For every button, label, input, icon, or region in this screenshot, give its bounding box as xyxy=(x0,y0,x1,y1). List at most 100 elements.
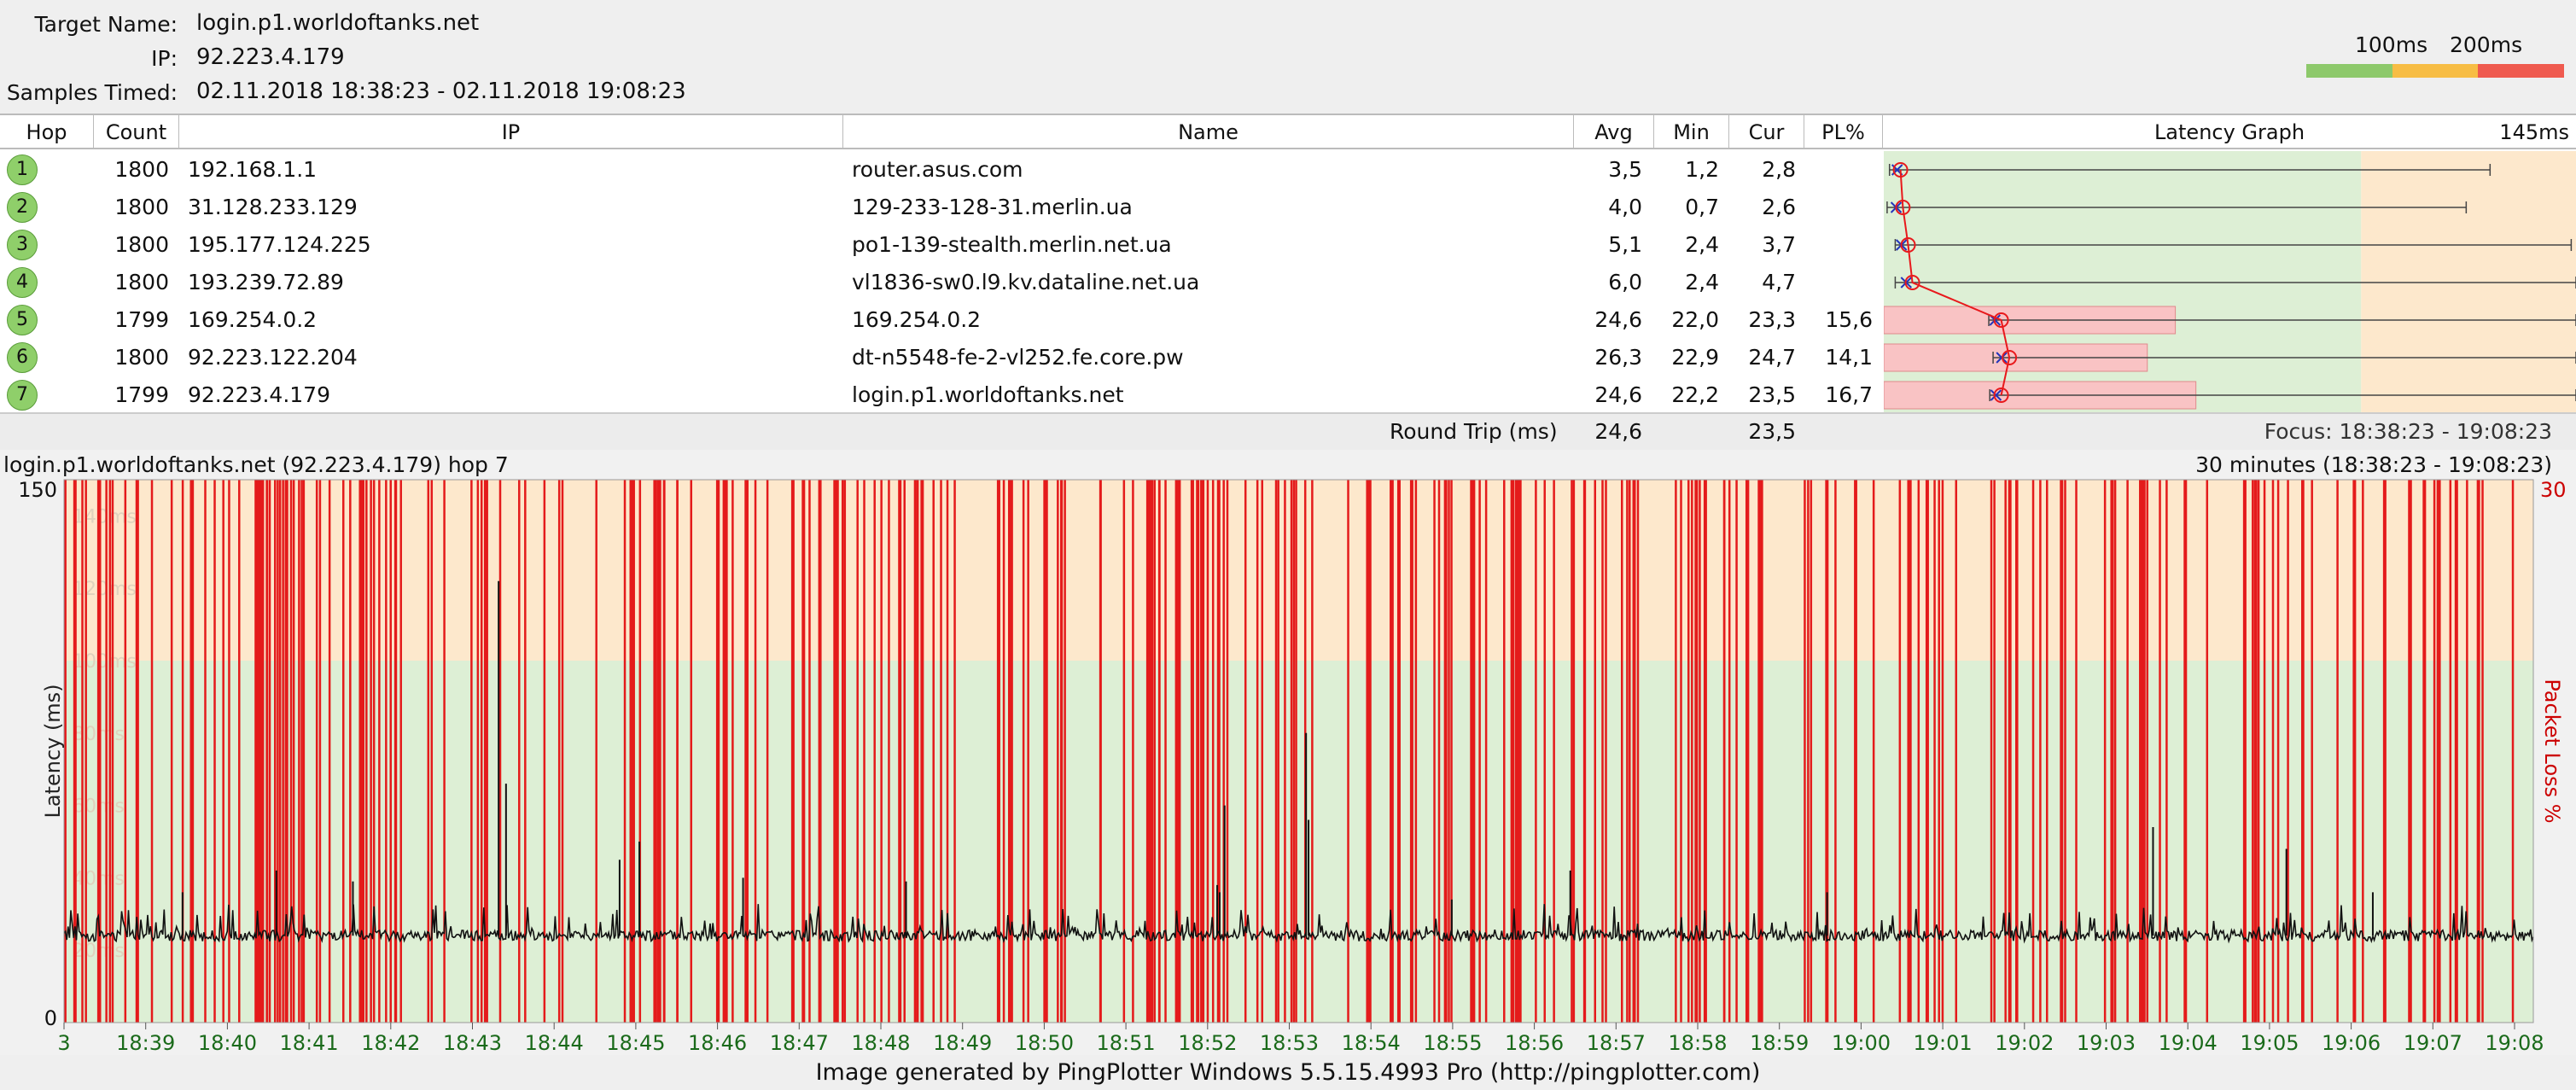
packet-loss-line xyxy=(744,480,747,1023)
hop-number: 6 xyxy=(7,342,38,373)
packet-loss-line xyxy=(1834,480,1837,1023)
col-pl[interactable]: PL% xyxy=(1804,115,1883,149)
table-row[interactable]: 7 1799 92.223.4.179 login.p1.worldoftanks.n… xyxy=(0,376,2576,414)
chart-time-range: 30 minutes (18:38:23 - 19:08:23) xyxy=(2195,452,2552,477)
legend-100ms: 100ms xyxy=(2355,32,2428,57)
packet-loss-line xyxy=(595,480,597,1023)
x-tick-label: 19:00 xyxy=(1832,1031,1891,1055)
packet-loss-line xyxy=(191,480,195,1023)
packet-loss-line xyxy=(2045,480,2049,1023)
hop-avg: 24,6 xyxy=(1594,307,1642,332)
x-tick-label: 18:47 xyxy=(770,1031,829,1055)
packet-loss-line xyxy=(1804,480,1806,1023)
table-row[interactable]: 3 1800 195.177.124.225 po1-139-stealth.merl… xyxy=(0,226,2576,264)
packet-loss-line xyxy=(1244,480,1247,1023)
col-min[interactable]: Min xyxy=(1654,115,1729,149)
packet-loss-line xyxy=(1605,480,1607,1023)
x-tick-label: 18:39 xyxy=(116,1031,175,1055)
packet-loss-line xyxy=(278,480,282,1023)
packet-loss-line xyxy=(2362,480,2364,1023)
packet-loss-line xyxy=(1157,480,1161,1023)
packet-loss-line xyxy=(2139,480,2143,1023)
packet-loss-line xyxy=(657,480,661,1023)
col-cur[interactable]: Cur xyxy=(1729,115,1804,149)
x-tick-label: 18:44 xyxy=(525,1031,584,1055)
packet-loss-line xyxy=(1174,480,1179,1023)
y-max-label: 150 xyxy=(18,478,57,502)
hop-cur: 24,7 xyxy=(1748,345,1796,370)
packet-loss-line xyxy=(111,480,114,1023)
x-tick-label: 19:08 xyxy=(2485,1031,2544,1055)
packet-loss-line xyxy=(1728,480,1731,1023)
table-row[interactable]: 5 1799 169.254.0.2 169.254.0.2 24,6 22,0 23,3 1… xyxy=(0,301,2576,339)
latency-timeline-chart[interactable]: 140ms120ms100ms80ms60ms40ms20ms150030Lat… xyxy=(0,474,2576,1063)
packet-loss-line xyxy=(1295,480,1297,1023)
x-tick-label: 18:46 xyxy=(688,1031,747,1055)
chart-title: login.p1.worldoftanks.net (92.223.4.179)… xyxy=(3,452,509,477)
packet-loss-line xyxy=(766,480,769,1023)
x-tick-label: 19:04 xyxy=(2159,1031,2218,1055)
avg-marker xyxy=(1900,237,1916,253)
packet-loss-line xyxy=(835,480,839,1023)
packet-loss-line xyxy=(1153,480,1156,1023)
packet-loss-line xyxy=(920,480,924,1023)
packet-loss-line xyxy=(913,480,917,1023)
hop-cur: 4,7 xyxy=(1762,270,1796,294)
col-name[interactable]: Name xyxy=(843,115,1574,149)
packet-loss-line xyxy=(1027,480,1029,1023)
packet-loss-line xyxy=(274,480,277,1023)
packet-loss-line xyxy=(300,480,303,1023)
x-tick-label: 18:42 xyxy=(361,1031,420,1055)
packet-loss-line xyxy=(1151,480,1154,1023)
round-trip-avg: 24,6 xyxy=(1594,419,1642,444)
packet-loss-line xyxy=(717,480,720,1023)
packet-loss-line xyxy=(1810,480,1813,1023)
packet-loss-line xyxy=(841,480,844,1023)
hop-ip: 195.177.124.225 xyxy=(188,232,371,257)
packet-loss-line xyxy=(2075,480,2078,1023)
col-hop[interactable]: Hop xyxy=(0,115,94,149)
packet-loss-line xyxy=(1478,480,1481,1023)
legend-warn-bar xyxy=(2392,64,2479,78)
packet-loss-line xyxy=(484,480,488,1023)
packet-loss-line xyxy=(1553,480,1555,1023)
x-tick-label: 18:52 xyxy=(1178,1031,1237,1055)
table-row[interactable]: 6 1800 92.223.122.204 dt-n5548-fe-2-vl252.f… xyxy=(0,339,2576,376)
table-row[interactable]: 4 1800 193.239.72.89 vl1836-sw0.l9.kv.datal… xyxy=(0,264,2576,301)
packet-loss-line xyxy=(150,480,154,1023)
packet-loss-line xyxy=(903,480,906,1023)
packet-loss-line xyxy=(228,480,230,1023)
col-latency-graph[interactable]: Latency Graph 145ms xyxy=(1883,115,2576,149)
sample-count: 1800 xyxy=(114,345,169,370)
packet-loss-line xyxy=(2159,480,2161,1023)
packet-loss-line xyxy=(365,480,368,1023)
packet-loss-line xyxy=(1917,480,1920,1023)
legend-bad-bar xyxy=(2478,64,2565,78)
packet-loss-line xyxy=(1543,480,1546,1023)
target-name-value: login.p1.worldoftanks.net xyxy=(196,10,480,36)
packet-loss-line xyxy=(1620,480,1623,1023)
packet-loss-line xyxy=(2064,480,2066,1023)
packet-loss-line xyxy=(360,480,364,1023)
packet-loss-line xyxy=(135,480,138,1023)
packet-loss-line xyxy=(372,480,376,1023)
table-row[interactable]: 1 1800 192.168.1.1 router.asus.com 3,5 1,2 2,8 xyxy=(0,151,2576,189)
x-tick-label: 18:55 xyxy=(1423,1031,1482,1055)
table-row[interactable]: 2 1800 31.128.233.129 129-233-128-31.merlin… xyxy=(0,189,2576,226)
packet-loss-line xyxy=(1722,480,1726,1023)
packet-loss-line xyxy=(1601,480,1604,1023)
packet-loss-line xyxy=(1680,480,1682,1023)
col-ip[interactable]: IP xyxy=(179,115,843,149)
hop-cur: 2,8 xyxy=(1762,157,1796,182)
focus-range: Focus: 18:38:23 - 19:08:23 xyxy=(2264,419,2552,444)
x-tick-label: 19:07 xyxy=(2404,1031,2462,1055)
packet-loss-line xyxy=(1132,480,1134,1023)
sample-count: 1800 xyxy=(114,270,169,294)
legend-200ms: 200ms xyxy=(2450,32,2523,57)
col-count[interactable]: Count xyxy=(94,115,179,149)
hop-ip: 92.223.4.179 xyxy=(188,382,330,407)
packet-loss-line xyxy=(1145,480,1149,1023)
avg-marker xyxy=(1895,200,1911,215)
packet-loss-line xyxy=(85,480,87,1023)
col-avg[interactable]: Avg xyxy=(1574,115,1654,149)
